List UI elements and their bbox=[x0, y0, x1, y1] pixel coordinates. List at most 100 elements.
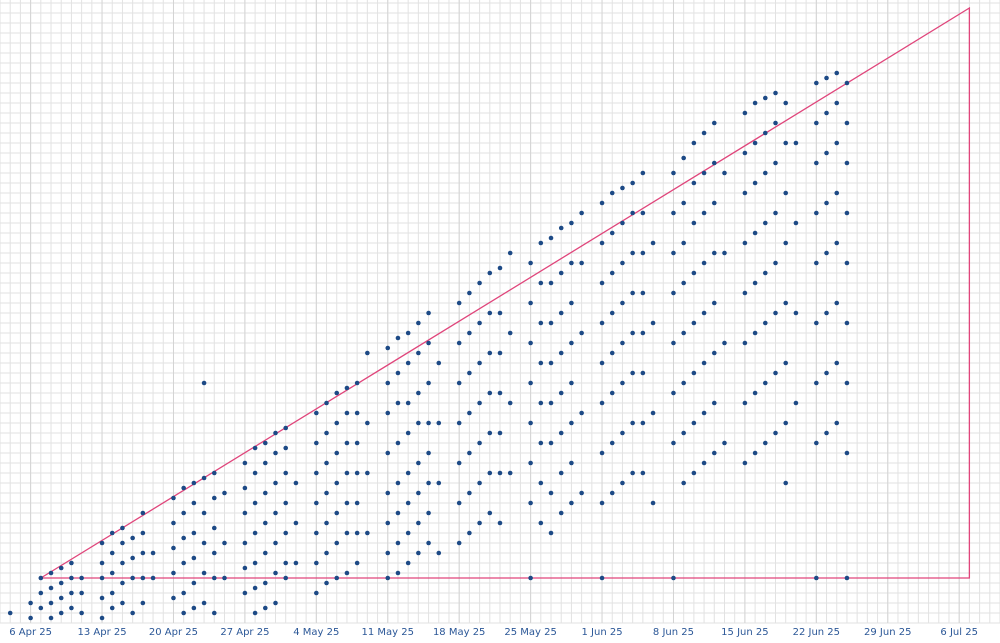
grid bbox=[0, 0, 1000, 624]
point bbox=[538, 240, 544, 246]
point bbox=[405, 400, 411, 406]
point bbox=[773, 260, 778, 266]
point bbox=[620, 380, 625, 386]
point bbox=[487, 350, 493, 356]
point bbox=[507, 330, 513, 336]
point bbox=[273, 570, 278, 576]
point bbox=[416, 490, 421, 496]
point bbox=[824, 310, 829, 316]
point bbox=[763, 95, 768, 101]
point bbox=[558, 430, 564, 436]
point bbox=[681, 380, 686, 386]
point bbox=[722, 250, 727, 256]
point bbox=[324, 430, 329, 436]
point bbox=[436, 480, 442, 486]
point bbox=[405, 500, 411, 506]
point bbox=[140, 550, 146, 556]
point bbox=[681, 200, 686, 206]
point bbox=[405, 430, 411, 436]
point bbox=[242, 460, 248, 466]
point bbox=[824, 250, 829, 256]
point bbox=[558, 510, 564, 516]
point bbox=[773, 210, 778, 216]
point bbox=[293, 560, 299, 566]
x-tick-label: 22 Jun 25 bbox=[793, 627, 840, 638]
point bbox=[609, 350, 615, 356]
point bbox=[742, 290, 748, 296]
point bbox=[191, 500, 197, 506]
point bbox=[528, 575, 533, 581]
point bbox=[79, 610, 84, 616]
point bbox=[681, 280, 686, 286]
point bbox=[701, 210, 707, 216]
point bbox=[620, 260, 625, 266]
point bbox=[416, 320, 421, 326]
point bbox=[395, 335, 401, 341]
point bbox=[548, 320, 554, 326]
point bbox=[783, 240, 789, 246]
point bbox=[477, 480, 482, 486]
point bbox=[844, 450, 850, 456]
point bbox=[752, 280, 758, 286]
point bbox=[752, 390, 758, 396]
point bbox=[263, 580, 268, 586]
point bbox=[395, 480, 401, 486]
point bbox=[558, 310, 564, 316]
point bbox=[252, 530, 258, 536]
point bbox=[263, 520, 268, 526]
point bbox=[630, 250, 635, 256]
point bbox=[558, 470, 564, 476]
point bbox=[752, 230, 758, 236]
point bbox=[711, 300, 717, 306]
point bbox=[569, 380, 574, 386]
point bbox=[691, 220, 697, 226]
point bbox=[334, 450, 340, 456]
point bbox=[630, 470, 635, 476]
point bbox=[569, 500, 574, 506]
point bbox=[181, 510, 186, 516]
point bbox=[650, 320, 656, 326]
point bbox=[824, 430, 829, 436]
point bbox=[548, 280, 554, 286]
point bbox=[814, 80, 819, 86]
point bbox=[365, 350, 370, 356]
point bbox=[426, 480, 431, 486]
point bbox=[487, 390, 493, 396]
point bbox=[711, 250, 717, 256]
x-tick-label: 25 May 25 bbox=[504, 627, 556, 638]
point bbox=[640, 170, 646, 176]
point bbox=[620, 185, 625, 191]
x-tick-label: 15 Jun 25 bbox=[721, 627, 768, 638]
point bbox=[273, 540, 278, 546]
point bbox=[252, 470, 258, 476]
point bbox=[640, 250, 646, 256]
point bbox=[783, 420, 789, 426]
point bbox=[79, 590, 84, 596]
point bbox=[344, 570, 350, 576]
point bbox=[548, 490, 554, 496]
point bbox=[793, 310, 799, 316]
point bbox=[487, 270, 493, 276]
point bbox=[671, 250, 676, 256]
point bbox=[405, 360, 411, 366]
point bbox=[793, 220, 799, 226]
point bbox=[344, 500, 350, 506]
point bbox=[48, 600, 54, 606]
point bbox=[558, 350, 564, 356]
point bbox=[681, 155, 686, 161]
point bbox=[314, 410, 319, 416]
point bbox=[497, 470, 503, 476]
point bbox=[120, 560, 125, 566]
point bbox=[742, 240, 748, 246]
points bbox=[7, 70, 850, 621]
point bbox=[477, 440, 482, 446]
point bbox=[528, 260, 533, 266]
point bbox=[456, 300, 462, 306]
point bbox=[538, 400, 544, 406]
point bbox=[385, 380, 391, 386]
point bbox=[7, 610, 13, 616]
point bbox=[405, 530, 411, 536]
point bbox=[834, 420, 840, 426]
point bbox=[630, 420, 635, 426]
point bbox=[416, 420, 421, 426]
